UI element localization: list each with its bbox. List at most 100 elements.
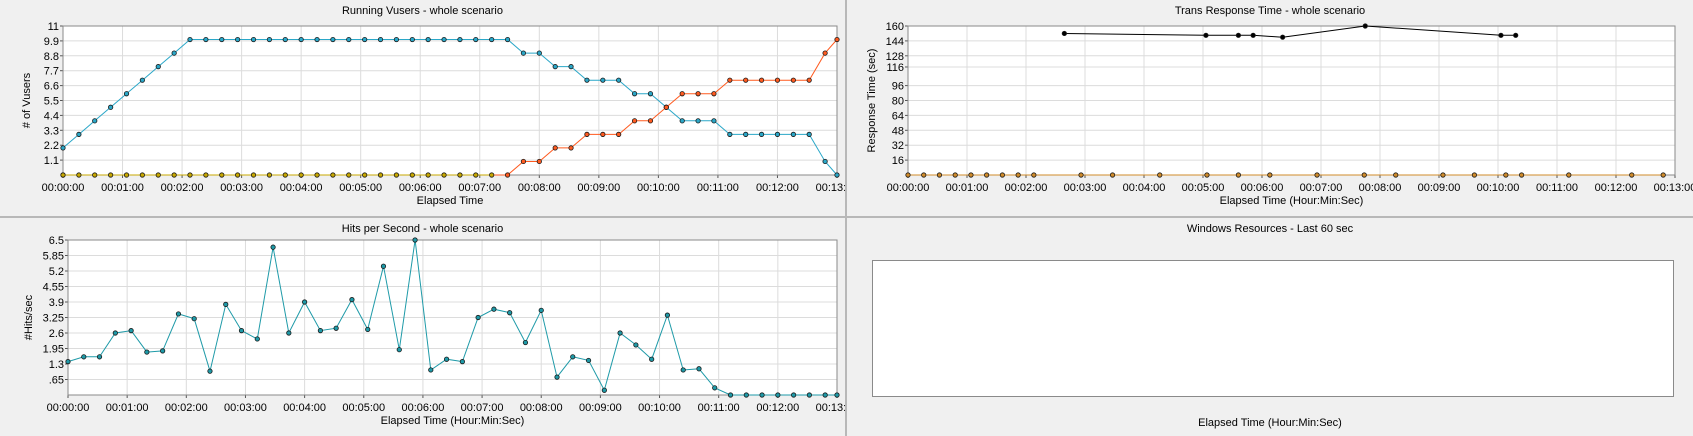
- x-tick-label: 00:04:00: [1123, 182, 1166, 194]
- data-point: [1204, 172, 1210, 178]
- y-axis-label: Response Time (sec): [866, 49, 878, 153]
- hits-per-second-chart: .65 1.3 1.95 2.6 3.25 3.9 4.55 5.2 5.85 6.5 00:00:…: [23, 235, 845, 427]
- x-axis-label: Elapsed Time (Hour:Min:Sec): [1220, 195, 1364, 207]
- data-point: [333, 325, 339, 331]
- windows-resources-plot-area: [872, 260, 1674, 397]
- series-0: [60, 36, 840, 178]
- data-point: [139, 172, 145, 178]
- data-point: [791, 392, 797, 398]
- y-tick-label: 1.1: [44, 155, 59, 167]
- data-point: [774, 77, 781, 83]
- x-axis: 00:00:00 00:01:00 00:02:00 00:03:00 00:04:00…: [47, 395, 845, 414]
- y-tick-label: 80: [892, 96, 904, 108]
- x-tick-label: 00:08:00: [1359, 182, 1402, 194]
- data-point: [649, 356, 655, 362]
- data-point: [349, 297, 355, 303]
- data-point: [806, 77, 812, 83]
- x-tick-label: 00:09:00: [579, 402, 622, 414]
- data-point: [727, 131, 733, 137]
- data-point: [108, 104, 114, 110]
- data-point: [522, 339, 529, 346]
- y-tick-label: 9.9: [44, 36, 59, 48]
- data-point: [743, 131, 749, 137]
- data-point: [76, 172, 82, 178]
- data-point: [834, 36, 840, 43]
- data-point: [443, 356, 450, 362]
- x-tick-label: 00:02:00: [165, 402, 208, 414]
- data-point: [1498, 32, 1504, 38]
- data-point: [160, 348, 166, 354]
- data-point: [76, 131, 82, 137]
- x-tick-label: 00:06:00: [1241, 182, 1284, 194]
- series-1: [905, 172, 1666, 178]
- data-point: [330, 172, 336, 178]
- y-tick-label: 8.8: [44, 51, 59, 63]
- data-point: [984, 172, 990, 178]
- y-tick-label: 144: [886, 36, 904, 48]
- data-point: [570, 354, 576, 360]
- y-tick-label: 1.3: [49, 359, 64, 371]
- x-tick-label: 00:06:00: [399, 182, 442, 194]
- running-vusers-panel[interactable]: Running Vusers - whole scenario 1.1 2.2 3.…: [0, 0, 845, 216]
- series-2: [60, 172, 495, 178]
- y-tick-label: 5.5: [44, 96, 59, 108]
- data-point: [695, 118, 701, 124]
- y-tick-label: 32: [892, 140, 904, 152]
- x-axis-label: Elapsed Time (Hour:Min:Sec): [1198, 417, 1342, 429]
- data-point: [663, 104, 669, 110]
- y-tick-label: 4.4: [44, 110, 59, 122]
- x-tick-label: 00:04:00: [280, 182, 323, 194]
- series-1: [60, 36, 840, 178]
- data-point: [822, 50, 828, 56]
- y-tick-label: 16: [892, 155, 904, 167]
- data-point: [507, 310, 513, 316]
- data-point: [473, 36, 479, 43]
- data-point: [695, 91, 701, 97]
- x-tick-label: 00:02:00: [1005, 182, 1048, 194]
- data-point: [92, 118, 98, 124]
- data-point: [250, 36, 257, 43]
- y-tick-label: 2.6: [49, 328, 64, 340]
- data-point: [680, 367, 686, 373]
- data-point: [286, 330, 292, 336]
- data-point: [96, 354, 103, 360]
- data-point: [520, 50, 527, 56]
- x-tick-label: 00:07:00: [458, 182, 501, 194]
- data-point: [1629, 172, 1635, 178]
- data-point: [600, 131, 606, 137]
- data-point: [936, 172, 943, 178]
- x-tick-label: 00:05:00: [1182, 182, 1225, 194]
- data-point: [235, 172, 241, 178]
- trans-response-time-panel[interactable]: Trans Response Time - whole scenario 16 3…: [847, 0, 1693, 216]
- x-tick-label: 00:10:00: [638, 402, 681, 414]
- y-tick-label: 3.3: [44, 125, 59, 137]
- y-tick-label: 6.6: [44, 81, 59, 93]
- x-tick-label: 00:01:00: [106, 402, 149, 414]
- data-point: [664, 312, 671, 318]
- y-tick-label: 5.85: [43, 251, 64, 263]
- data-point: [1513, 32, 1519, 38]
- y-tick-label: 128: [886, 51, 904, 63]
- data-point: [584, 77, 590, 83]
- data-point: [1250, 32, 1256, 38]
- chart-title: Hits per Second - whole scenario: [341, 223, 504, 235]
- data-point: [552, 64, 558, 70]
- data-point: [187, 172, 193, 178]
- data-point: [155, 64, 161, 70]
- data-point: [187, 36, 193, 43]
- data-point: [475, 314, 481, 321]
- data-point: [139, 77, 145, 83]
- data-point: [631, 118, 638, 124]
- data-point: [60, 172, 66, 178]
- x-tick-label: 00:03:00: [224, 402, 267, 414]
- data-point: [1314, 172, 1320, 178]
- data-point: [554, 374, 560, 380]
- x-tick-label: 00:08:00: [518, 182, 561, 194]
- data-point: [1471, 172, 1478, 178]
- data-point: [377, 36, 384, 43]
- windows-resources-panel[interactable]: Windows Resources - Last 60 sec Elapsed …: [847, 218, 1693, 436]
- hits-per-second-panel[interactable]: Hits per Second - whole scenario .65 1.3 1…: [0, 218, 845, 436]
- data-point: [952, 172, 958, 178]
- x-tick-label: 00:01:00: [101, 182, 144, 194]
- data-point: [712, 385, 718, 391]
